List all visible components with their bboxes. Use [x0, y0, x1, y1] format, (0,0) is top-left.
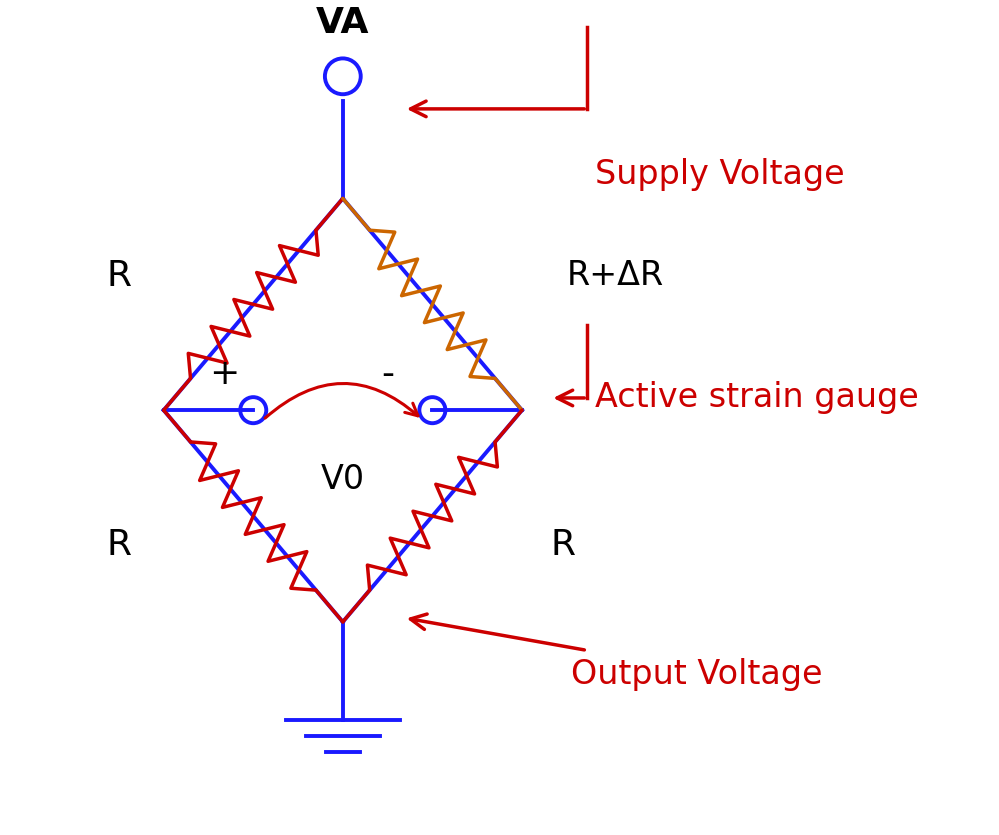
Text: R+ΔR: R+ΔR: [566, 260, 664, 292]
Text: R: R: [106, 259, 132, 293]
Text: VA: VA: [316, 6, 370, 40]
Text: Supply Voltage: Supply Voltage: [595, 158, 845, 190]
Text: -: -: [381, 357, 394, 391]
Text: Active strain gauge: Active strain gauge: [595, 382, 919, 414]
Text: V0: V0: [321, 463, 365, 496]
FancyArrowPatch shape: [265, 383, 418, 418]
Text: +: +: [210, 357, 240, 391]
Text: R: R: [106, 528, 132, 561]
Text: Output Voltage: Output Voltage: [570, 658, 822, 691]
Text: R: R: [550, 528, 575, 561]
